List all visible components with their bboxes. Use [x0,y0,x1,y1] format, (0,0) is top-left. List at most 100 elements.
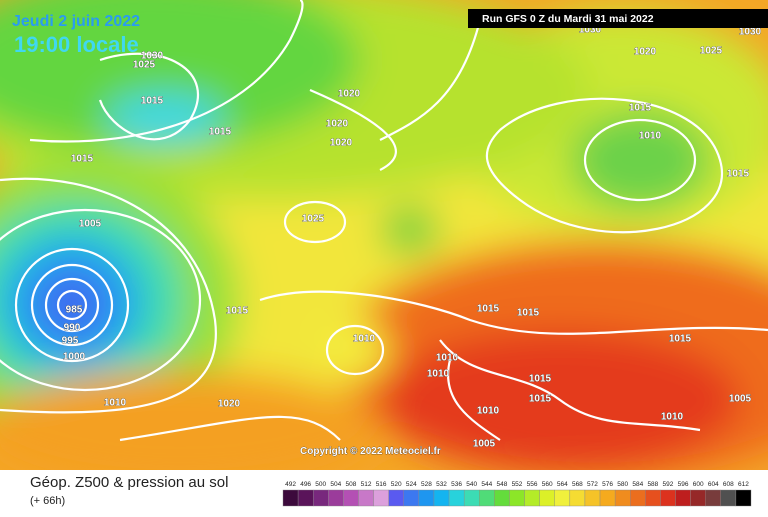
scale-swatch [388,489,404,507]
isobar-label: 990 [64,323,81,334]
scale-swatch [675,489,691,507]
scale-label: 544 [481,481,492,488]
isobar-label: 995 [62,336,79,347]
scale-swatch [418,489,435,507]
isobar-label: 1025 [700,46,723,57]
map-field [0,0,768,470]
scale-label: 560 [542,481,553,488]
scale-label: 524 [406,481,417,488]
isobar-label: 1005 [473,439,496,450]
scale-label: 532 [436,481,447,488]
scale-label: 576 [602,481,613,488]
isobar-label: 1015 [727,169,750,180]
scale-swatch [282,489,299,507]
scale-label: 612 [738,481,749,488]
scale-label: 520 [391,481,402,488]
scale-swatch [328,489,344,507]
scale-swatch [735,489,752,507]
scale-label: 500 [315,481,326,488]
isobar-label: 1020 [330,138,353,149]
scale-label: 552 [512,481,523,488]
isobar-label: 1015 [669,334,692,345]
isobar-label: 1020 [338,89,361,100]
scale-label: 496 [300,481,311,488]
isobar-label: 1015 [141,96,164,107]
scale-label: 540 [466,481,477,488]
scale-swatch [720,489,737,507]
isobar-label: 1015 [629,103,652,114]
isobar-label: 1005 [729,394,752,405]
isobar-label: 1015 [517,308,540,319]
scale-swatch [630,489,646,507]
isobar-label: 1010 [427,369,450,380]
isobar-label: 1000 [63,352,86,363]
scale-swatch [660,489,676,507]
isobar-label: 1010 [436,353,459,364]
scale-label: 568 [572,481,583,488]
scale-label: 492 [285,481,296,488]
isobar-label: 1015 [71,154,94,165]
scale-label: 508 [346,481,357,488]
scale-label: 572 [587,481,598,488]
isobar-label: 1005 [79,219,102,230]
run-info: Run GFS 0 Z du Mardi 31 mai 2022 [482,13,654,25]
copyright: Copyright © 2022 Meteociel.fr [300,446,441,457]
scale-label: 556 [527,481,538,488]
scale-swatch [554,489,571,507]
scale-label: 592 [663,481,674,488]
scale-label: 584 [632,481,643,488]
scale-label: 608 [723,481,734,488]
scale-swatch [312,489,329,507]
scale-swatch [690,489,706,507]
scale-label: 504 [330,481,341,488]
scale-label: 596 [678,481,689,488]
scale-label: 548 [496,481,507,488]
isobar-labels: 1030 103010301025101510151015102010201020… [61,24,762,450]
isobar-label: 1015 [209,127,232,138]
isobar-label: 1030 [739,27,762,38]
isobar-label: 1015 [226,306,249,317]
isobar-label: 1030 [579,25,602,36]
isobar-label: 1015 [529,394,552,405]
scale-label: 580 [617,481,628,488]
isobar-label: 1020 [218,399,241,410]
scale-label: 588 [647,481,658,488]
isobar-label: 1025 [302,214,325,225]
scale-swatch [479,489,495,507]
scale-swatch [433,489,450,507]
isobar-label: 1020 [326,119,349,130]
scale-label: 512 [361,481,372,488]
run-box [468,9,768,28]
scale-swatch [705,489,722,507]
scale-swatch [448,489,465,507]
isobar-label: 1015 [529,374,552,385]
isobars [0,0,768,442]
scale-label: 600 [693,481,704,488]
scale-label: 536 [451,481,462,488]
scale-swatch [297,489,314,507]
isobar-label: 1010 [639,131,662,142]
forecast-date: Jeudi 2 juin 2022 [12,13,140,30]
scale-label: 516 [376,481,387,488]
scale-swatch [403,489,420,507]
isobar-label: 1010 [353,334,376,345]
scale-swatch [494,489,510,507]
footer-title: Géop. Z500 & pression au sol [30,474,228,491]
isobar-label: 1010 [661,412,684,423]
scale-swatch [584,489,601,507]
scale-swatch [614,489,631,507]
scale-swatch [524,489,540,507]
scale-swatch [463,489,480,507]
scale-swatch [645,489,661,507]
footer-subtitle: (+ 66h) [30,495,65,507]
scale-swatch [343,489,359,507]
forecast-time: 19:00 locale [14,32,139,57]
isobar-label: 1020 [634,47,657,58]
isobar-label: 1010 [477,406,500,417]
scale-swatch [373,489,389,507]
scale-swatch [539,489,555,507]
isobar-label: 1015 [477,304,500,315]
isobar-label: 985 [66,305,83,316]
color-scale: 492 496 500 504 508 512 516 520 524 528 532 536 540 5… [282,481,752,507]
